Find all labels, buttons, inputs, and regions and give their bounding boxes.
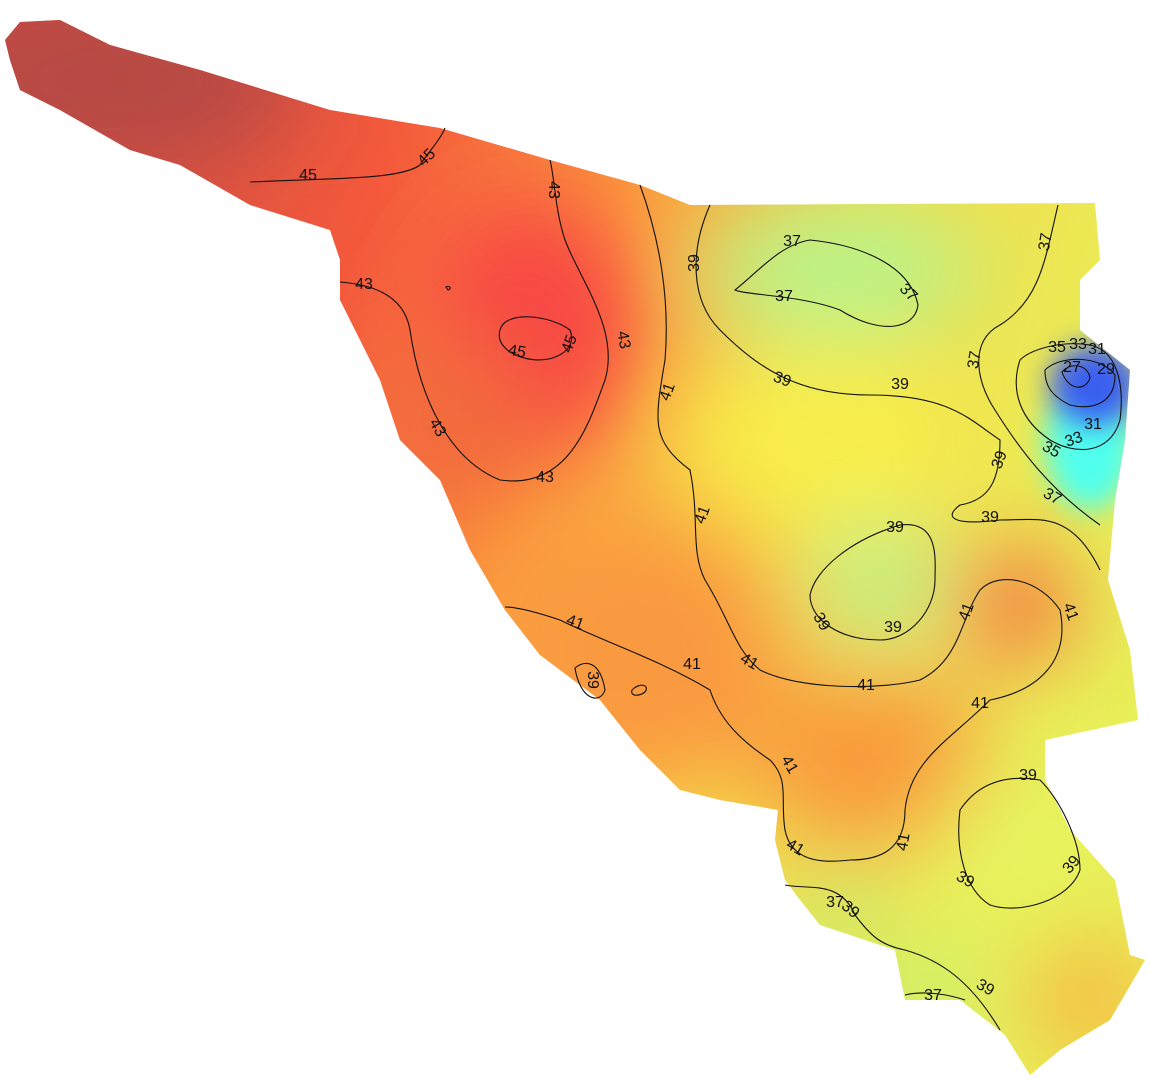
contour-label: 39 (989, 449, 1011, 472)
contour-label: 29 (1097, 361, 1115, 378)
contour-lines (249, 127, 1122, 1031)
contour-label: 43 (536, 469, 554, 486)
contour-label: 39 (686, 254, 703, 272)
contour-label: 39 (886, 519, 904, 536)
contour-label: 27 (1063, 359, 1081, 376)
contour-label: 41 (657, 381, 679, 404)
contour-label: 39 (771, 369, 794, 391)
contour-label: 45 (559, 333, 581, 356)
contour-label: 41 (737, 650, 761, 674)
contour-label: 39 (891, 376, 909, 393)
contour-label: 39 (973, 976, 997, 1000)
contour-label: 37 (775, 288, 793, 305)
contour-label: 41 (683, 656, 701, 673)
contour-label: 41 (564, 612, 587, 634)
contour-label: 41 (956, 601, 978, 624)
contour-label: 41 (692, 504, 714, 527)
contour-label: 39 (584, 671, 601, 689)
contour-label: 41 (857, 677, 875, 694)
contour-label: 37 (924, 987, 942, 1004)
contour-label: 39 (1019, 767, 1037, 784)
contour-label: 31 (1088, 341, 1106, 358)
contour-label: 41 (894, 832, 914, 853)
contour-label: 39 (981, 509, 999, 526)
contour-label: 33 (1063, 429, 1086, 451)
contour-label: 35 (1039, 438, 1063, 462)
contour-label: 41 (971, 695, 989, 712)
contour-label: 43 (613, 330, 633, 351)
contour-label: 41 (783, 836, 807, 860)
contour-label: 37 (826, 894, 844, 911)
contour-label: 37 (1036, 232, 1056, 253)
contour-label: 39 (953, 868, 977, 892)
contour-label: 43 (425, 416, 449, 440)
contour-label: 41 (1059, 601, 1081, 624)
contour-label: 37 (783, 233, 801, 250)
contour-label: 41 (777, 753, 801, 777)
contour-label: 39 (884, 619, 902, 636)
contour-label: 39 (809, 610, 833, 634)
contour-label: 45 (299, 167, 317, 184)
contour-label: 35 (1048, 339, 1066, 356)
contour-label: 33 (1069, 336, 1087, 353)
contour-label: 37 (965, 350, 985, 371)
contour-label: 43 (545, 181, 562, 199)
contour-label: 43 (355, 276, 373, 293)
contour-label: 45 (507, 342, 528, 362)
contour-label: 37 (1040, 485, 1064, 509)
contour-label: 31 (1084, 416, 1102, 433)
